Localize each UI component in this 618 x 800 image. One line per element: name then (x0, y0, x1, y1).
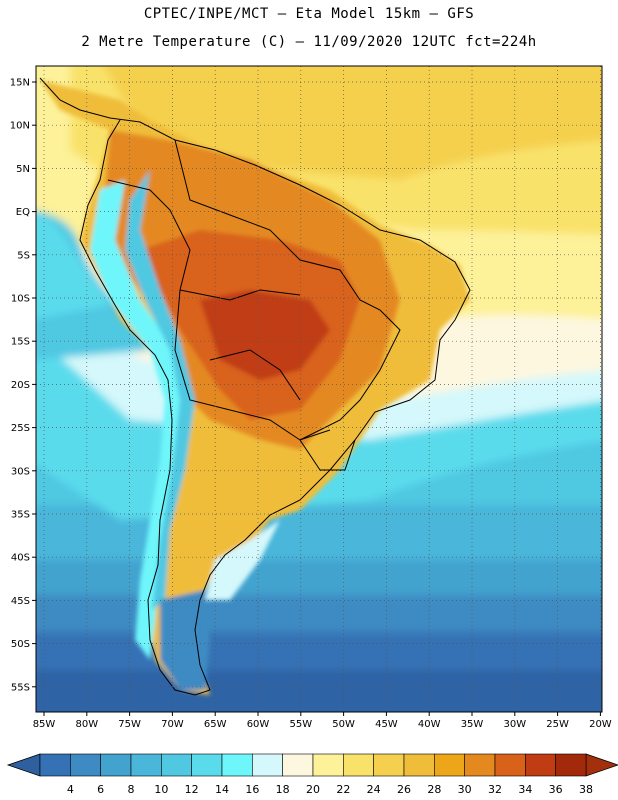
lat-label: EQ (16, 207, 30, 218)
colorbar-swatch (343, 753, 374, 777)
lon-label: 35W (461, 719, 484, 730)
colorbar-swatch (221, 753, 253, 777)
colorbar-label: 14 (215, 783, 229, 796)
colorbar-swatch (403, 753, 435, 777)
colorbar-swatch (70, 753, 101, 777)
colorbar-swatch (464, 753, 496, 777)
colorbar-swatch (434, 753, 465, 777)
colorbar: 4 6 8 10 12 14 16 18 20 22 24 26 28 30 32 34 36 38 (6, 753, 618, 796)
lon-label: 20W (589, 719, 612, 730)
colorbar-label: 18 (276, 783, 290, 796)
colorbar-swatch (130, 753, 162, 777)
lat-label: 50S (11, 639, 30, 650)
lat-label: 30S (11, 466, 30, 477)
colorbar-label: 6 (97, 783, 104, 796)
map-frame (35, 65, 603, 713)
latitude-labels: 15N 10N 5N EQ 5S 10S 15S 20S 25S 30S 35S 40S 45S 50S 5… (10, 78, 36, 693)
colorbar-min-arrow (6, 753, 41, 777)
lon-label: 55W (289, 719, 312, 730)
colorbar-swatch (494, 753, 526, 777)
lon-label: 25W (546, 719, 569, 730)
lat-label: 20S (11, 380, 30, 391)
lon-label: 60W (247, 719, 270, 730)
lon-label: 45W (375, 719, 398, 730)
colorbar-label: 12 (185, 783, 199, 796)
lat-label: 15N (10, 78, 30, 89)
country-borders (39, 77, 471, 696)
lat-label: 15S (11, 337, 30, 348)
colorbar-swatch (373, 753, 405, 777)
lat-label: 45S (11, 596, 30, 607)
colorbar-label: 10 (154, 783, 168, 796)
longitude-labels: 85W 80W 75W 70W 65W 60W 55W 50W 45W 40W 35W 30W 25W 2… (33, 712, 612, 730)
map-title: CPTEC/INPE/MCT – Eta Model 15km – GFS (143, 6, 475, 22)
colorbar-label: 36 (549, 783, 563, 796)
map-field (36, 66, 602, 712)
colorbar-label: 16 (245, 783, 259, 796)
colorbar-swatch (39, 753, 71, 777)
lon-label: 65W (204, 719, 227, 730)
lat-label: 10S (11, 294, 30, 305)
map-subtitle: 2 Metre Temperature (C) – 11/09/2020 12U… (81, 34, 537, 50)
colorbar-label: 26 (397, 783, 411, 796)
colorbar-swatch (312, 753, 344, 777)
colorbar-swatch (100, 753, 132, 777)
colorbar-label: 28 (427, 783, 441, 796)
colorbar-swatch (555, 753, 587, 777)
colorbar-label: 20 (306, 783, 320, 796)
lat-label: 40S (11, 553, 30, 564)
colorbar-label: 34 (518, 783, 532, 796)
colorbar-label: 30 (458, 783, 472, 796)
colorbar-label: 38 (579, 783, 593, 796)
colorbar-label: 32 (488, 783, 502, 796)
lon-label: 70W (161, 719, 184, 730)
lat-label: 5S (17, 250, 30, 261)
colorbar-label: 24 (367, 783, 381, 796)
colorbar-swatch (525, 753, 556, 777)
lat-label: 55S (11, 682, 30, 693)
colorbar-label: 22 (336, 783, 350, 796)
lat-label: 25S (11, 423, 30, 434)
colorbar-swatch (252, 753, 283, 777)
lon-label: 40W (418, 719, 441, 730)
colorbar-swatch (282, 753, 314, 777)
lat-label: 10N (10, 121, 30, 132)
lon-label: 75W (118, 719, 141, 730)
lon-label: 85W (33, 719, 56, 730)
colorbar-label: 8 (128, 783, 135, 796)
colorbar-max-arrow (585, 753, 618, 777)
lat-label: 5N (16, 164, 30, 175)
lon-label: 30W (503, 719, 526, 730)
lon-label: 50W (332, 719, 355, 730)
lat-label: 35S (11, 510, 30, 521)
colorbar-swatch (161, 753, 192, 777)
colorbar-swatch (191, 753, 223, 777)
lon-label: 80W (75, 719, 98, 730)
colorbar-label: 4 (67, 783, 74, 796)
